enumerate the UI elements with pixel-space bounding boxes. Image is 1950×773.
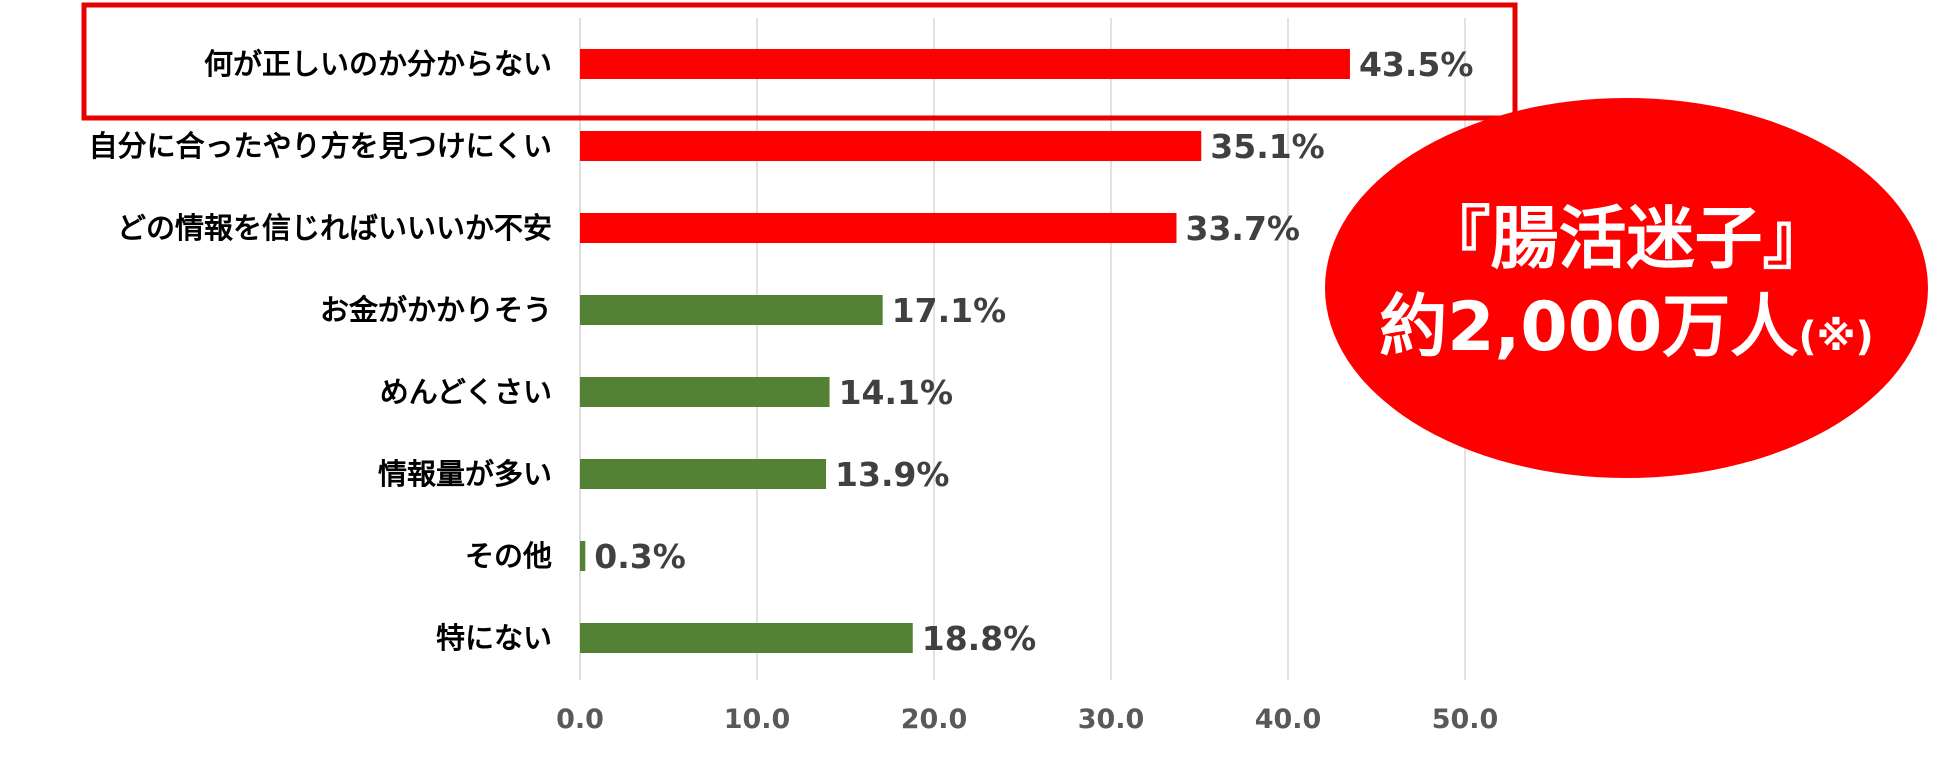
x-tick-label: 30.0 — [1078, 704, 1145, 735]
bar — [580, 131, 1202, 161]
bar — [580, 213, 1177, 243]
category-label: 自分に合ったやり方を見つけにくい — [89, 129, 552, 163]
highlight-box — [81, 2, 1518, 121]
callout-note: (※) — [1798, 313, 1874, 360]
category-label: お金がかかりそう — [320, 293, 552, 327]
bar — [580, 541, 586, 571]
callout-count-value: 約2,000万人 — [1379, 287, 1799, 367]
value-label: 14.1% — [839, 373, 954, 412]
x-tick-label: 50.0 — [1432, 704, 1499, 735]
category-label: めんどくさい — [380, 375, 552, 409]
x-tick-label: 40.0 — [1255, 704, 1322, 735]
labels: 何が正しいのか分からない 43.5% 自分に合ったやり方を見つけにくい 35.1% どの… — [89, 45, 1474, 658]
bar — [580, 623, 913, 653]
callout-count: 約2,000万人(※) — [1379, 284, 1874, 381]
callout-title: 『腸活迷子』 — [1422, 199, 1831, 279]
callout-ellipse: 『腸活迷子』 約2,000万人(※) — [1325, 98, 1928, 478]
x-tick-label: 20.0 — [901, 704, 968, 735]
bar — [580, 377, 830, 407]
category-label: 何が正しいのか分からない — [204, 47, 552, 81]
category-label: 情報量が多い — [378, 457, 552, 491]
value-label: 43.5% — [1359, 45, 1474, 84]
value-label: 17.1% — [892, 291, 1007, 330]
category-label: どの情報を信じればいいいか不安 — [117, 211, 552, 245]
value-label: 33.7% — [1185, 209, 1300, 248]
bars — [580, 49, 1350, 653]
value-label: 35.1% — [1210, 127, 1325, 166]
x-tick-label: 0.0 — [556, 704, 604, 735]
bar — [580, 49, 1350, 79]
value-label: 0.3% — [594, 537, 686, 576]
bar — [580, 459, 827, 489]
category-label: 特にない — [436, 621, 552, 655]
value-label: 13.9% — [835, 455, 950, 494]
category-label: その他 — [465, 539, 552, 573]
bar — [580, 295, 883, 325]
x-tick-label: 10.0 — [724, 704, 791, 735]
value-label: 18.8% — [922, 619, 1037, 658]
x-axis-ticks: 0.0 10.0 20.0 30.0 40.0 50.0 — [556, 704, 1498, 735]
